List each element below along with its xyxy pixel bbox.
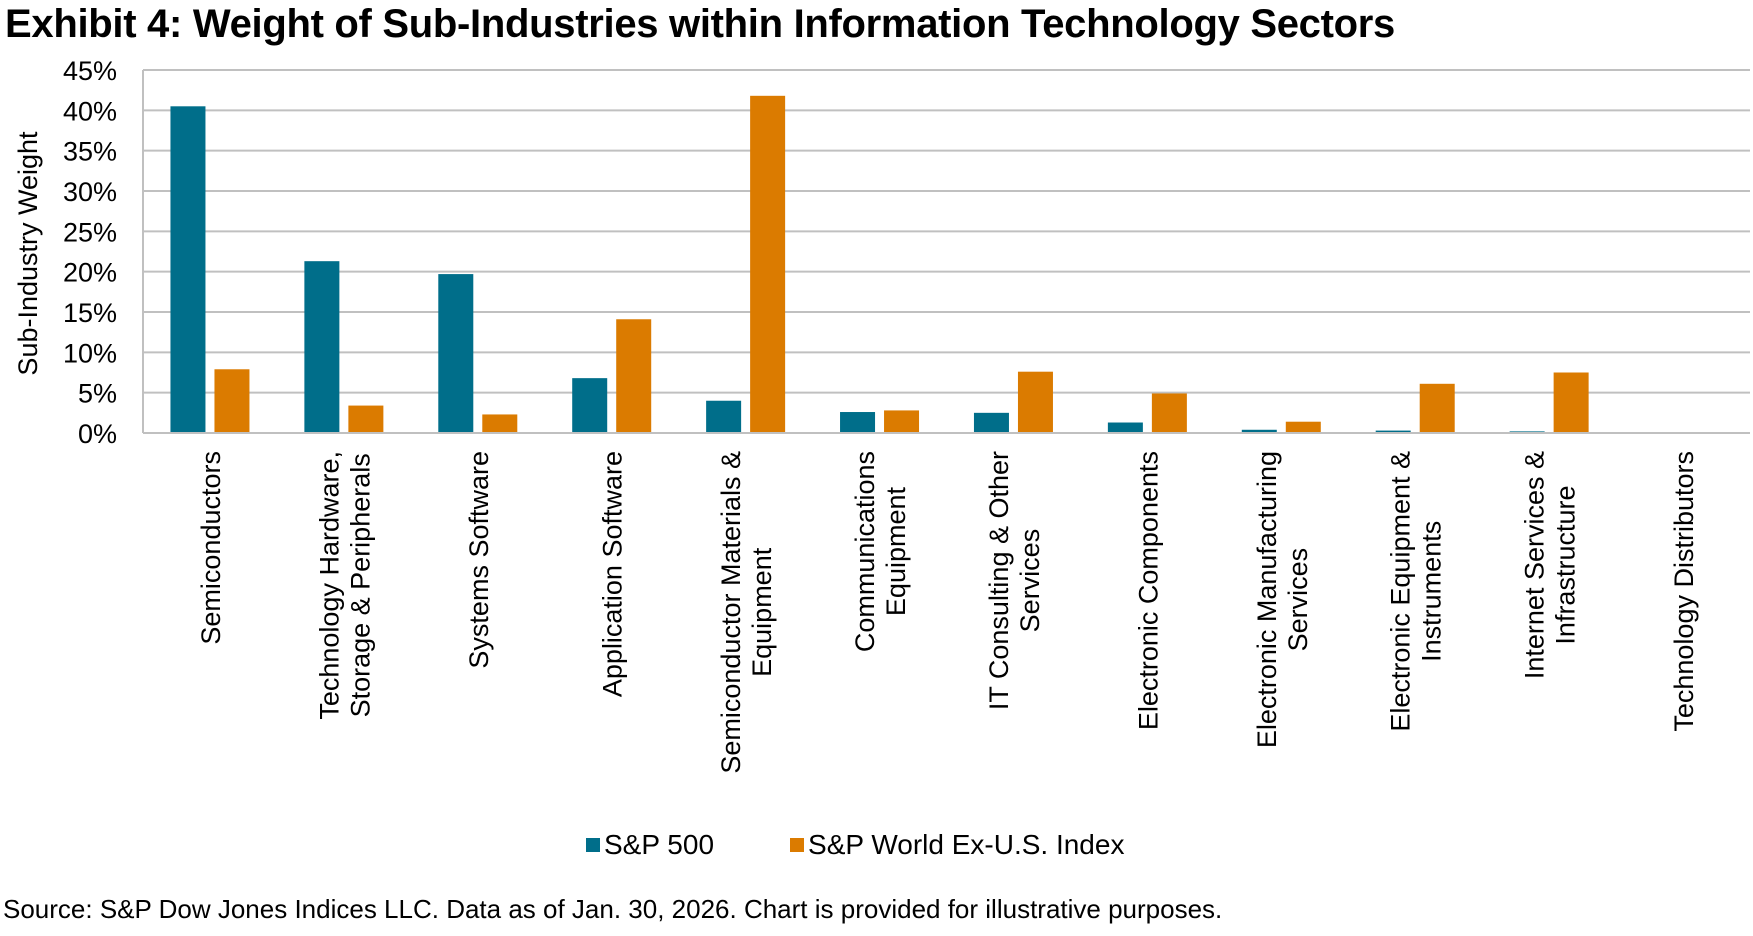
x-axis-labels: Semiconductors Technology Hardware,Storag… <box>196 451 1699 774</box>
y-axis-ticks: 0% 5% 10% 15% 20% 25% 30% 35% 40% 45% <box>63 56 117 449</box>
y-tick-label: 15% <box>63 298 117 328</box>
bar-world-ex-us[interactable] <box>1017 371 1053 433</box>
bar-sp500[interactable] <box>1107 422 1143 433</box>
chart-title: Exhibit 4: Weight of Sub-Industries with… <box>5 2 1395 46</box>
y-tick-label: 45% <box>63 56 117 86</box>
y-tick-label: 35% <box>63 137 117 167</box>
bar-sp500[interactable] <box>1241 429 1277 433</box>
legend-item-world-ex-us[interactable]: S&P World Ex-U.S. Index <box>790 829 1124 861</box>
x-tick-label: Technology Hardware,Storage & Peripheral… <box>314 451 375 720</box>
y-tick-label: 25% <box>63 217 117 247</box>
legend-label: S&P 500 <box>604 829 715 860</box>
y-tick-label: 10% <box>63 338 117 368</box>
legend-swatch-sp500 <box>586 838 600 852</box>
bar-sp500[interactable] <box>1375 430 1411 433</box>
x-tick-label: Internet Services &Infrastructure <box>1520 451 1581 679</box>
bar-world-ex-us[interactable] <box>482 414 518 433</box>
y-tick-label: 30% <box>63 177 117 207</box>
y-axis-label: Sub-Industry Weight <box>13 131 43 376</box>
x-tick-label: Electronic Equipment &Instruments <box>1386 451 1447 732</box>
bar-sp500[interactable] <box>572 378 608 433</box>
x-tick-label: CommunicationsEquipment <box>850 451 911 652</box>
x-tick-label: Electronic Components <box>1133 451 1163 730</box>
bar-world-ex-us[interactable] <box>1285 421 1321 433</box>
y-tick-label: 40% <box>63 96 117 126</box>
bar-world-ex-us[interactable] <box>884 410 920 433</box>
bar-sp500[interactable] <box>438 274 474 433</box>
bar-world-ex-us[interactable] <box>616 319 652 433</box>
x-tick-label: Systems Software <box>464 451 494 669</box>
bar-world-ex-us[interactable] <box>1553 372 1589 434</box>
x-tick-label: Semiconductors <box>196 451 226 645</box>
bar-sp500[interactable] <box>706 400 742 433</box>
x-tick-label: Electronic ManufacturingServices <box>1252 451 1313 748</box>
bar-sp500[interactable] <box>840 412 876 433</box>
bar-sp500[interactable] <box>973 412 1009 433</box>
bar-world-ex-us[interactable] <box>214 369 250 433</box>
bar-world-ex-us[interactable] <box>1151 393 1187 433</box>
y-tick-label: 20% <box>63 258 117 288</box>
legend-label: S&P World Ex-U.S. Index <box>808 829 1125 860</box>
bar-world-ex-us[interactable] <box>1419 383 1455 433</box>
bar-world-ex-us[interactable] <box>348 405 384 433</box>
y-tick-label: 5% <box>78 379 117 409</box>
legend: S&P 500 S&P World Ex-U.S. Index <box>586 829 1200 861</box>
bars <box>170 95 1589 434</box>
gridlines <box>143 69 1750 394</box>
x-tick-label: IT Consulting & OtherServices <box>984 451 1045 710</box>
bar-sp500[interactable] <box>304 261 340 433</box>
x-tick-label: Technology Distributors <box>1669 451 1699 732</box>
x-tick-label: Application Software <box>598 451 628 697</box>
legend-swatch-world-ex-us <box>790 838 805 852</box>
legend-item-sp500[interactable]: S&P 500 <box>586 829 714 861</box>
source-note: Source: S&P Dow Jones Indices LLC. Data … <box>3 894 1223 924</box>
y-tick-label: 0% <box>78 419 117 449</box>
bar-sp500[interactable] <box>170 106 206 434</box>
x-tick-label: Semiconductor Materials &Equipment <box>716 451 777 774</box>
bar-world-ex-us[interactable] <box>750 95 786 434</box>
